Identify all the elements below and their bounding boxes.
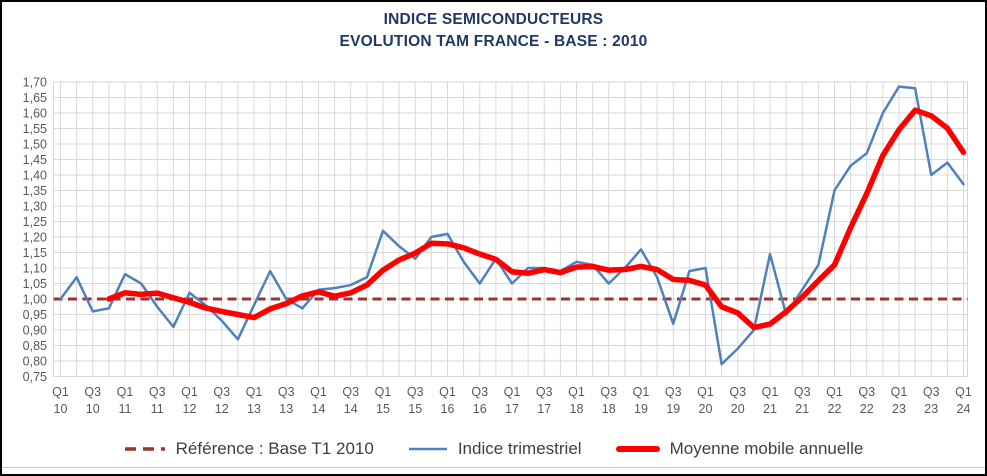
x-axis-tick-quarter: Q3 [471,385,488,399]
legend-label-moyenne: Moyenne mobile annuelle [669,439,864,458]
x-axis-tick-quarter: Q3 [858,385,875,399]
y-axis-tick-label: 1,30 [23,200,47,214]
y-axis-tick-label: 0,80 [23,355,47,369]
x-axis-tick-year: 18 [602,402,616,416]
x-axis-tick-year: 17 [537,402,551,416]
chart-title-line2: EVOLUTION TAM FRANCE - BASE : 2010 [339,33,648,51]
y-axis-tick-label: 0,85 [23,339,47,353]
chart-title-line1: INDICE SEMICONDUCTEURS [383,11,604,28]
x-axis-tick-quarter: Q1 [246,385,263,399]
y-axis-tick-label: 1,70 [23,76,47,90]
legend-label-reference: Référence : Base T1 2010 [175,439,374,458]
x-axis-tick-quarter: Q1 [375,385,392,399]
x-axis-tick-year: 11 [119,402,132,416]
y-axis-tick-label: 1,15 [23,246,47,260]
legend-label-indice: Indice trimestriel [457,439,582,458]
x-axis-tick-quarter: Q3 [600,385,617,399]
x-axis-tick-year: 22 [828,402,842,416]
x-axis-tick-year: 14 [312,402,326,416]
x-axis-tick-year: 16 [473,402,487,416]
x-axis-tick-quarter: Q1 [762,385,779,399]
x-axis-tick-year: 10 [54,402,68,416]
x-axis-tick-quarter: Q3 [84,385,101,399]
x-axis-tick-quarter: Q3 [923,385,940,399]
x-axis-tick-quarter: Q1 [633,385,650,399]
x-axis-tick-quarter: Q3 [278,385,295,399]
y-axis-tick-label: 1,55 [23,122,47,136]
x-axis-tick-year: 11 [151,402,164,416]
x-axis-tick-year: 15 [408,402,422,416]
chart-legend: Référence : Base T1 2010 Indice trimestr… [2,433,985,465]
x-axis-tick-quarter: Q1 [439,385,456,399]
x-axis-tick-year: 22 [860,402,874,416]
x-axis-tick-year: 19 [666,402,680,416]
x-axis-tick-year: 17 [505,402,519,416]
x-axis-tick-year: 24 [957,402,971,416]
x-axis-tick-quarter: Q1 [52,385,69,399]
bottom-divider [2,467,985,468]
y-axis-tick-label: 1,25 [23,215,47,229]
x-axis-tick-year: 12 [183,402,197,416]
x-axis-tick-quarter: Q1 [568,385,585,399]
y-axis-tick-label: 1,05 [23,277,47,291]
x-axis-tick-quarter: Q3 [149,385,166,399]
x-axis-tick-quarter: Q3 [342,385,359,399]
plot-border [53,81,968,377]
x-axis-tick-quarter: Q1 [181,385,198,399]
x-axis-tick-year: 13 [279,402,293,416]
indice-line-icon [408,447,447,451]
chart-title: INDICE SEMICONDUCTEURS EVOLUTION TAM FRA… [2,9,985,54]
x-axis-tick-year: 20 [699,402,713,416]
y-axis-tick-label: 1,60 [23,107,47,121]
legend-item-indice: Indice trimestriel [408,439,582,459]
x-axis-tick-quarter: Q3 [407,385,424,399]
y-axis-tick-label: 1,35 [23,184,47,198]
x-axis-tick-year: 23 [924,402,938,416]
y-axis-tick-label: 0,75 [23,370,47,384]
x-axis-tick-year: 18 [570,402,584,416]
x-axis-tick-quarter: Q1 [117,385,134,399]
y-axis-tick-label: 1,50 [23,138,47,152]
x-axis-tick-year: 23 [892,402,906,416]
y-axis-tick-label: 1,40 [23,169,47,183]
x-axis-tick-quarter: Q1 [697,385,714,399]
reference-dashed-line-icon [124,447,165,451]
x-axis-tick-year: 16 [441,402,455,416]
x-axis-tick-quarter: Q1 [504,385,521,399]
x-axis-tick-quarter: Q1 [826,385,843,399]
x-axis-tick-quarter: Q1 [955,385,972,399]
legend-item-moyenne: Moyenne mobile annuelle [615,439,864,459]
x-axis-tick-year: 14 [344,402,358,416]
y-axis-tick-label: 1,00 [23,293,47,307]
x-axis-tick-quarter: Q3 [794,385,811,399]
y-axis-tick-label: 1,10 [23,262,47,276]
y-axis-tick-label: 1,20 [23,231,47,245]
moyenne-line-icon [615,446,660,452]
x-axis-tick-year: 19 [634,402,648,416]
moyenne-mobile-line[interactable] [106,107,967,331]
x-axis-tick-year: 21 [763,402,777,416]
x-axis-tick-year: 15 [376,402,390,416]
y-axis-tick-label: 0,90 [23,324,47,338]
x-axis-tick-quarter: Q1 [310,385,327,399]
legend-item-reference: Référence : Base T1 2010 [124,439,374,459]
x-axis-tick-year: 20 [731,402,745,416]
x-axis-tick-quarter: Q3 [536,385,553,399]
x-axis-tick-quarter: Q3 [665,385,682,399]
x-axis-tick-quarter: Q3 [729,385,746,399]
x-axis-tick-quarter: Q3 [213,385,230,399]
x-axis-tick-year: 13 [247,402,261,416]
y-axis-tick-label: 0,95 [23,308,47,322]
y-axis-tick-label: 1,45 [23,153,47,167]
x-axis-tick-quarter: Q1 [891,385,908,399]
x-axis-tick-year: 10 [86,402,100,416]
x-axis-tick-year: 21 [795,402,809,416]
x-axis-tick-year: 12 [215,402,229,416]
y-axis-tick-label: 1,65 [23,91,47,105]
